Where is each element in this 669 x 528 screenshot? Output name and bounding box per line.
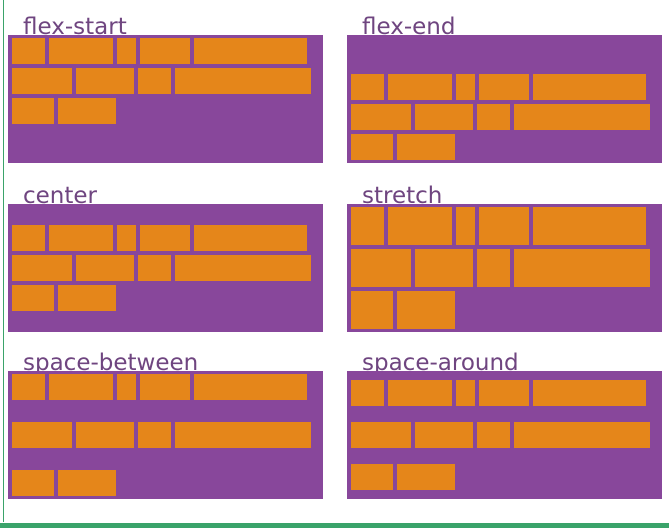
border [3,0,4,522]
flex-item [12,255,72,281]
flex-item [533,380,646,406]
flex-item [456,74,475,100]
flex-item [415,249,473,287]
flex-item [479,74,529,100]
flex-item [351,104,411,130]
flex-item [477,104,510,130]
container [8,204,323,332]
flex-item [12,225,45,251]
flex-item [194,38,307,64]
example-title: flex-start [23,14,127,40]
example-title: stretch [362,183,443,209]
border [0,523,669,528]
flex-item [388,380,452,406]
container [347,204,662,332]
flex-item [138,68,171,94]
flex-item [194,374,307,400]
container [347,35,662,163]
flex-item [76,255,134,281]
flex-item [351,464,393,490]
flex-item [140,374,190,400]
flex-item [477,249,510,287]
flex-item [58,285,116,311]
flex-item [58,470,116,496]
flex-item [397,291,455,329]
container [347,371,662,499]
example-title: flex-end [362,14,456,40]
flex-item [397,134,455,160]
flex-item [351,422,411,448]
flex-item [351,74,384,100]
flex-item [58,98,116,124]
flex-item [117,374,136,400]
flex-item [12,470,54,496]
flex-item [514,249,650,287]
flex-item [49,374,113,400]
flex-item [514,104,650,130]
flex-item [514,422,650,448]
flex-item [140,38,190,64]
flex-item [117,225,136,251]
flex-item [76,422,134,448]
flex-item [175,255,311,281]
flex-item [477,422,510,448]
flex-item [351,207,384,245]
flex-item [12,68,72,94]
example-title: center [23,183,97,209]
flex-item [351,380,384,406]
flex-item [49,38,113,64]
container [8,35,323,163]
example-title: space-between [23,350,199,376]
flex-item [415,422,473,448]
flex-item [140,225,190,251]
flex-item [138,255,171,281]
flex-item [12,374,45,400]
flex-item [479,380,529,406]
flex-item [533,207,646,245]
flex-item [479,207,529,245]
flex-item [76,68,134,94]
flex-item [175,68,311,94]
flex-item [456,380,475,406]
flex-item [415,104,473,130]
flex-item [351,249,411,287]
flex-item [388,74,452,100]
flex-item [12,285,54,311]
flex-item [194,225,307,251]
container [8,371,323,499]
flex-item [12,422,72,448]
flex-item [456,207,475,245]
flex-item [12,98,54,124]
flex-item [175,422,311,448]
example-title: space-around [362,350,519,376]
flex-item [351,291,393,329]
flex-item [12,38,45,64]
flex-item [397,464,455,490]
flex-item [138,422,171,448]
flex-item [117,38,136,64]
flex-item [49,225,113,251]
flex-item [388,207,452,245]
flex-item [351,134,393,160]
flex-item [533,74,646,100]
